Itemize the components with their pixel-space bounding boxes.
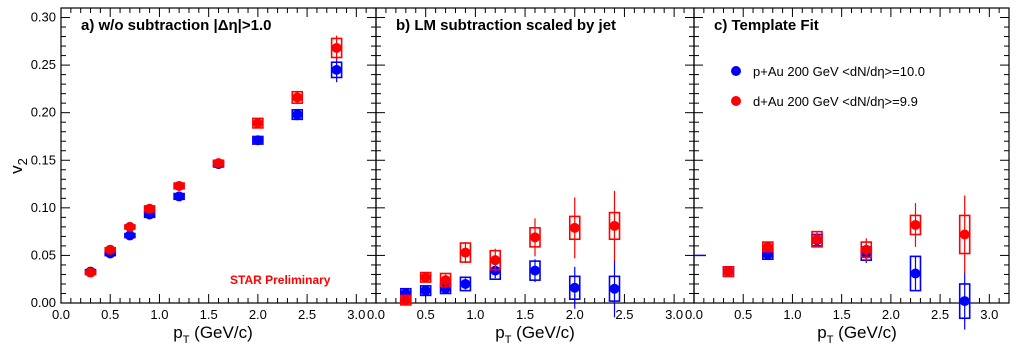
- data-point: [723, 266, 734, 277]
- legend-marker-dau: [731, 96, 741, 106]
- panel-frame: [375, 7, 695, 304]
- y-tick-label: 0.20: [31, 105, 56, 120]
- data-point: [861, 244, 872, 255]
- x-axis-label-b: pT (GeV/c): [495, 323, 575, 346]
- panel-c: 0.0 0.5 1.0 1.5 2.0 2.5 3.0 c) Template Fit: [685, 7, 1010, 330]
- panel-b: 0.0 0.5 1.0 1.5 2.0 2.5 3.0 b) LM subtraction s…: [367, 7, 695, 322]
- x-tick-label: 2.0: [249, 307, 267, 322]
- x-tick-label: 3.0: [665, 307, 683, 322]
- y-axis-label-sub: 2: [15, 158, 30, 165]
- data-point: [490, 255, 501, 266]
- x-tick-label: 2.5: [298, 307, 316, 322]
- data-point: [144, 203, 155, 214]
- y-tick-label: 0.30: [31, 10, 56, 25]
- data-point: [569, 222, 580, 233]
- data-point: [460, 278, 471, 289]
- x-axis-label-a: pT (GeV/c): [173, 323, 253, 346]
- data-point: [252, 135, 263, 146]
- x-axis-label-unit: (GeV/c): [833, 323, 896, 342]
- series-dAu: [400, 190, 621, 306]
- panel-frame: [693, 7, 1010, 304]
- y-tick-label: 0.00: [31, 295, 56, 310]
- data-point: [762, 241, 773, 252]
- panel-a: 0.0 0.5 1.0 1.5 2.0 2.5 3.0 0.00 0.05 0.10 0.15 0.2…: [31, 7, 377, 322]
- y-tick-label: 0.05: [31, 247, 56, 262]
- x-tick-label: 2.5: [931, 307, 949, 322]
- data-point: [292, 92, 303, 103]
- x-tick-label: 3.0: [347, 307, 365, 322]
- y-tick-label: 0.15: [31, 152, 56, 167]
- x-tick-label: 2.5: [615, 307, 633, 322]
- data-point: [812, 234, 823, 245]
- x-tick-label: 1.5: [200, 307, 218, 322]
- y-tick-label: 0.25: [31, 57, 56, 72]
- data-point: [959, 229, 970, 240]
- data-point: [609, 220, 620, 231]
- x-axis-label-main: p: [495, 323, 504, 342]
- data-point: [331, 64, 342, 75]
- data-point: [609, 283, 620, 294]
- y-tick-label: 0.10: [31, 200, 56, 215]
- series-dAu: [722, 195, 971, 278]
- panel-frame: [60, 7, 377, 304]
- data-point: [460, 247, 471, 258]
- data-point: [124, 230, 135, 241]
- x-axis-label-c: pT (GeV/c): [817, 323, 897, 346]
- panel-title: c) Template Fit: [714, 17, 819, 34]
- series-dAu: [84, 35, 343, 278]
- data-point: [440, 275, 451, 286]
- data-point: [420, 272, 431, 283]
- x-tick-label: 1.0: [783, 307, 801, 322]
- x-axis-label-sub: T: [183, 334, 190, 346]
- data-point: [174, 180, 185, 191]
- x-tick-label: 2.0: [566, 307, 584, 322]
- x-tick-label: 0.0: [685, 307, 703, 322]
- legend-marker-pau: [731, 66, 741, 76]
- data-point: [910, 219, 921, 230]
- x-axis-label-main: p: [173, 323, 182, 342]
- panel-title: a) w/o subtraction |Δη|>1.0: [81, 17, 271, 34]
- data-point: [85, 267, 96, 278]
- data-point: [213, 158, 224, 169]
- y-axis-label: v2: [7, 158, 30, 174]
- legend-label-dau: d+Au 200 GeV <dN/dη>=9.9: [753, 94, 918, 109]
- data-point: [959, 296, 970, 307]
- x-axis-label-sub: T: [827, 334, 834, 346]
- x-tick-label: 1.0: [150, 307, 168, 322]
- data-point: [105, 244, 116, 255]
- x-tick-label: 0.0: [367, 307, 385, 322]
- x-axis-label-main: p: [817, 323, 826, 342]
- series-pAu: [84, 57, 343, 277]
- data-point: [252, 118, 263, 129]
- data-point: [569, 282, 580, 293]
- x-tick-label: 3.0: [980, 307, 998, 322]
- data-point: [400, 295, 411, 306]
- x-axis-label-unit: (GeV/c): [511, 323, 574, 342]
- data-point: [292, 109, 303, 120]
- data-point: [910, 268, 921, 279]
- y-axis-label-main: v: [7, 165, 26, 174]
- x-tick-label: 2.0: [882, 307, 900, 322]
- x-tick-label: 0.0: [52, 307, 70, 322]
- data-point: [174, 191, 185, 202]
- legend: p+Au 200 GeV <dN/dη>=10.0 d+Au 200 GeV <…: [731, 64, 925, 109]
- star-preliminary-label: STAR Preliminary: [230, 273, 331, 287]
- data-point: [530, 232, 540, 243]
- panel-title: b) LM subtraction scaled by jet: [396, 17, 616, 34]
- x-axis-label-sub: T: [505, 334, 512, 346]
- x-tick-label: 0.5: [734, 307, 752, 322]
- x-tick-label: 1.5: [833, 307, 851, 322]
- legend-label-pau: p+Au 200 GeV <dN/dη>=10.0: [753, 64, 925, 79]
- data-point: [530, 265, 540, 276]
- x-tick-label: 0.5: [417, 307, 435, 322]
- x-tick-label: 0.5: [101, 307, 119, 322]
- x-axis-label-unit: (GeV/c): [189, 323, 252, 342]
- data-point: [124, 221, 135, 232]
- x-tick-label: 1.0: [466, 307, 484, 322]
- data-point: [420, 285, 431, 296]
- x-tick-label: 1.5: [516, 307, 534, 322]
- data-point: [331, 42, 342, 53]
